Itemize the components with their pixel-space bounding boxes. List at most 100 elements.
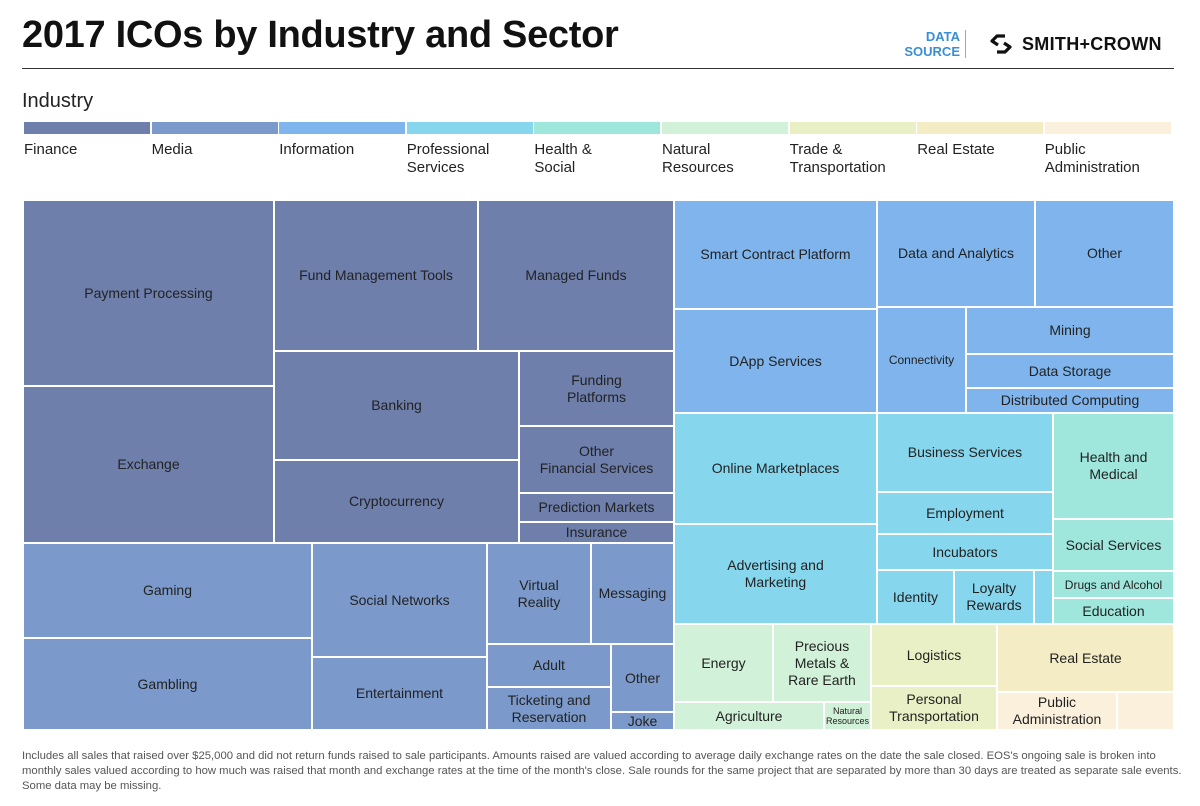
treemap-cell-adult: Adult xyxy=(487,644,611,687)
legend-swatch xyxy=(24,122,150,134)
treemap-cell-gambling: Gambling xyxy=(23,638,312,730)
legend-label: Trade & Transportation xyxy=(789,141,886,176)
treemap-cell-label: Virtual Reality xyxy=(517,576,561,610)
legend-label: Media xyxy=(151,141,193,158)
legend-swatch xyxy=(662,122,788,134)
treemap-cell-label: Data and Analytics xyxy=(898,245,1014,261)
treemap-cell-social-networks: Social Networks xyxy=(312,543,487,657)
treemap-cell-natural-resources: Natural Resources xyxy=(824,702,871,730)
treemap-cell-label: Distributed Computing xyxy=(1000,392,1140,408)
treemap-cell-label: Online Marketplaces xyxy=(711,460,840,476)
treemap-cell-label: Messaging xyxy=(598,585,667,601)
treemap-cell-label: Entertainment xyxy=(355,685,444,701)
treemap-cell-employment: Employment xyxy=(877,492,1053,534)
treemap-cell-label: Prediction Markets xyxy=(538,499,655,515)
treemap-cell-distributed-computing: Distributed Computing xyxy=(966,388,1174,413)
treemap-cell-label: Drugs and Alcohol xyxy=(1064,577,1163,592)
treemap-cell-managed-funds: Managed Funds xyxy=(478,200,674,351)
treemap-cell-label: Smart Contract Platform xyxy=(700,246,851,262)
treemap-cell-unlabeled xyxy=(1117,692,1174,730)
treemap-cell-personal-transportation: Personal Transportation xyxy=(871,686,997,730)
treemap-cell-messaging: Messaging xyxy=(591,543,674,644)
brand-logo: SMITH+CROWN xyxy=(988,30,1162,58)
treemap-cell-label: Joke xyxy=(627,712,658,729)
treemap-cell-label: Gambling xyxy=(137,675,198,692)
legend-label: Professional Services xyxy=(406,141,490,176)
treemap-cell-mining: Mining xyxy=(966,307,1174,354)
treemap-cell-label: Data Storage xyxy=(1028,362,1112,379)
data-source-line2: SOURCE xyxy=(904,44,960,59)
treemap-cell-label: Mining xyxy=(1049,322,1091,338)
treemap-cell-exchange: Exchange xyxy=(23,386,274,543)
treemap-cell-label: Health and Medical xyxy=(1079,449,1148,482)
treemap-cell-label: Logistics xyxy=(906,646,962,663)
treemap-cell-joke: Joke xyxy=(611,712,674,730)
treemap-cell-drugs-and-alcohol: Drugs and Alcohol xyxy=(1053,571,1174,598)
legend-label: Health & Social xyxy=(534,141,592,176)
treemap-cell-label: Gaming xyxy=(142,582,193,598)
treemap-cell-label: Managed Funds xyxy=(525,267,627,283)
legend-swatch xyxy=(279,122,406,134)
legend-label: Natural Resources xyxy=(662,141,734,176)
treemap-cell-business-services: Business Services xyxy=(877,413,1053,492)
treemap-cell-label: Fund Management Tools xyxy=(299,267,453,283)
treemap-cell-virtual-reality: Virtual Reality xyxy=(487,543,591,644)
legend-swatch xyxy=(534,122,661,134)
treemap-cell-label: Natural Resources xyxy=(825,706,870,726)
treemap-cell-funding-platforms: Funding Platforms xyxy=(519,351,674,426)
treemap-cell-label: Funding Platforms xyxy=(566,371,627,405)
footnote: Includes all sales that raised over $25,… xyxy=(22,750,1182,792)
treemap-cell-label: Precious Metals & Rare Earth xyxy=(788,637,856,688)
treemap-cell-connectivity: Connectivity xyxy=(877,307,966,413)
treemap-cell-insurance: Insurance xyxy=(519,522,674,543)
legend-swatch xyxy=(1044,122,1171,134)
treemap-cell-smart-contract-platform: Smart Contract Platform xyxy=(674,200,877,309)
smith-crown-logo-icon xyxy=(990,34,1012,54)
treemap-cell-label: Business Services xyxy=(907,444,1023,460)
treemap-cell-label: Cryptocurrency xyxy=(349,493,444,509)
treemap-cell-fund-management-tools: Fund Management Tools xyxy=(274,200,478,351)
treemap-cell-label: Connectivity xyxy=(888,353,955,367)
treemap-cell-label: Other Financial Services xyxy=(539,442,654,476)
treemap-cell-unlabeled xyxy=(1034,570,1053,624)
treemap-cell-label: Payment Processing xyxy=(84,284,213,301)
legend-swatch xyxy=(917,122,1044,134)
treemap-cell-label: Adult xyxy=(533,657,565,673)
treemap-cell-label: Energy xyxy=(701,654,746,671)
data-source-line1: DATA xyxy=(925,29,960,44)
treemap-cell-label: Exchange xyxy=(117,456,180,472)
legend-label: Public Administration xyxy=(1044,141,1140,176)
chart-title: 2017 ICOs by Industry and Sector xyxy=(22,14,619,56)
treemap-cell-label: Education xyxy=(1082,602,1145,619)
treemap-cell-label: Social Services xyxy=(1065,536,1162,553)
treemap-cell-ticketing-and-reservation: Ticketing and Reservation xyxy=(487,687,611,730)
treemap-cell-loyalty-rewards: Loyalty Rewards xyxy=(954,570,1034,624)
treemap-cell-dapp-services: DApp Services xyxy=(674,309,877,413)
title-rule xyxy=(22,68,1174,69)
treemap-cell-public-administration: Public Administration xyxy=(997,692,1117,730)
treemap-cell-label: Personal Transportation xyxy=(889,691,979,724)
treemap-cell-label: Advertising and Marketing xyxy=(727,557,824,590)
treemap-cell-health-and-medical: Health and Medical xyxy=(1053,413,1174,519)
treemap-cell-label: Identity xyxy=(892,588,939,605)
treemap-cell-other: Other xyxy=(611,644,674,712)
treemap-cell-label: Incubators xyxy=(932,543,998,560)
treemap-cell-data-and-analytics: Data and Analytics xyxy=(877,200,1035,307)
legend-label: Finance xyxy=(24,141,78,158)
treemap-cell-agriculture: Agriculture xyxy=(674,702,824,730)
treemap-cell-entertainment: Entertainment xyxy=(312,657,487,730)
legend-label: Information xyxy=(279,141,355,158)
treemap-cell-education: Education xyxy=(1053,598,1174,624)
legend-label: Real Estate xyxy=(917,141,995,158)
legend-swatch xyxy=(789,122,916,134)
treemap-cell-label: Loyalty Rewards xyxy=(966,580,1022,613)
legend-swatch xyxy=(151,122,278,134)
treemap-cell-other: Other xyxy=(1035,200,1174,307)
treemap-cell-logistics: Logistics xyxy=(871,624,997,686)
treemap-cell-payment-processing: Payment Processing xyxy=(23,200,274,386)
legend-title: Industry xyxy=(22,90,94,112)
treemap-cell-cryptocurrency: Cryptocurrency xyxy=(274,460,519,543)
treemap-cell-label: Banking xyxy=(371,397,422,413)
treemap-cell-identity: Identity xyxy=(877,570,954,624)
treemap-cell-advertising-and-marketing: Advertising and Marketing xyxy=(674,524,877,624)
